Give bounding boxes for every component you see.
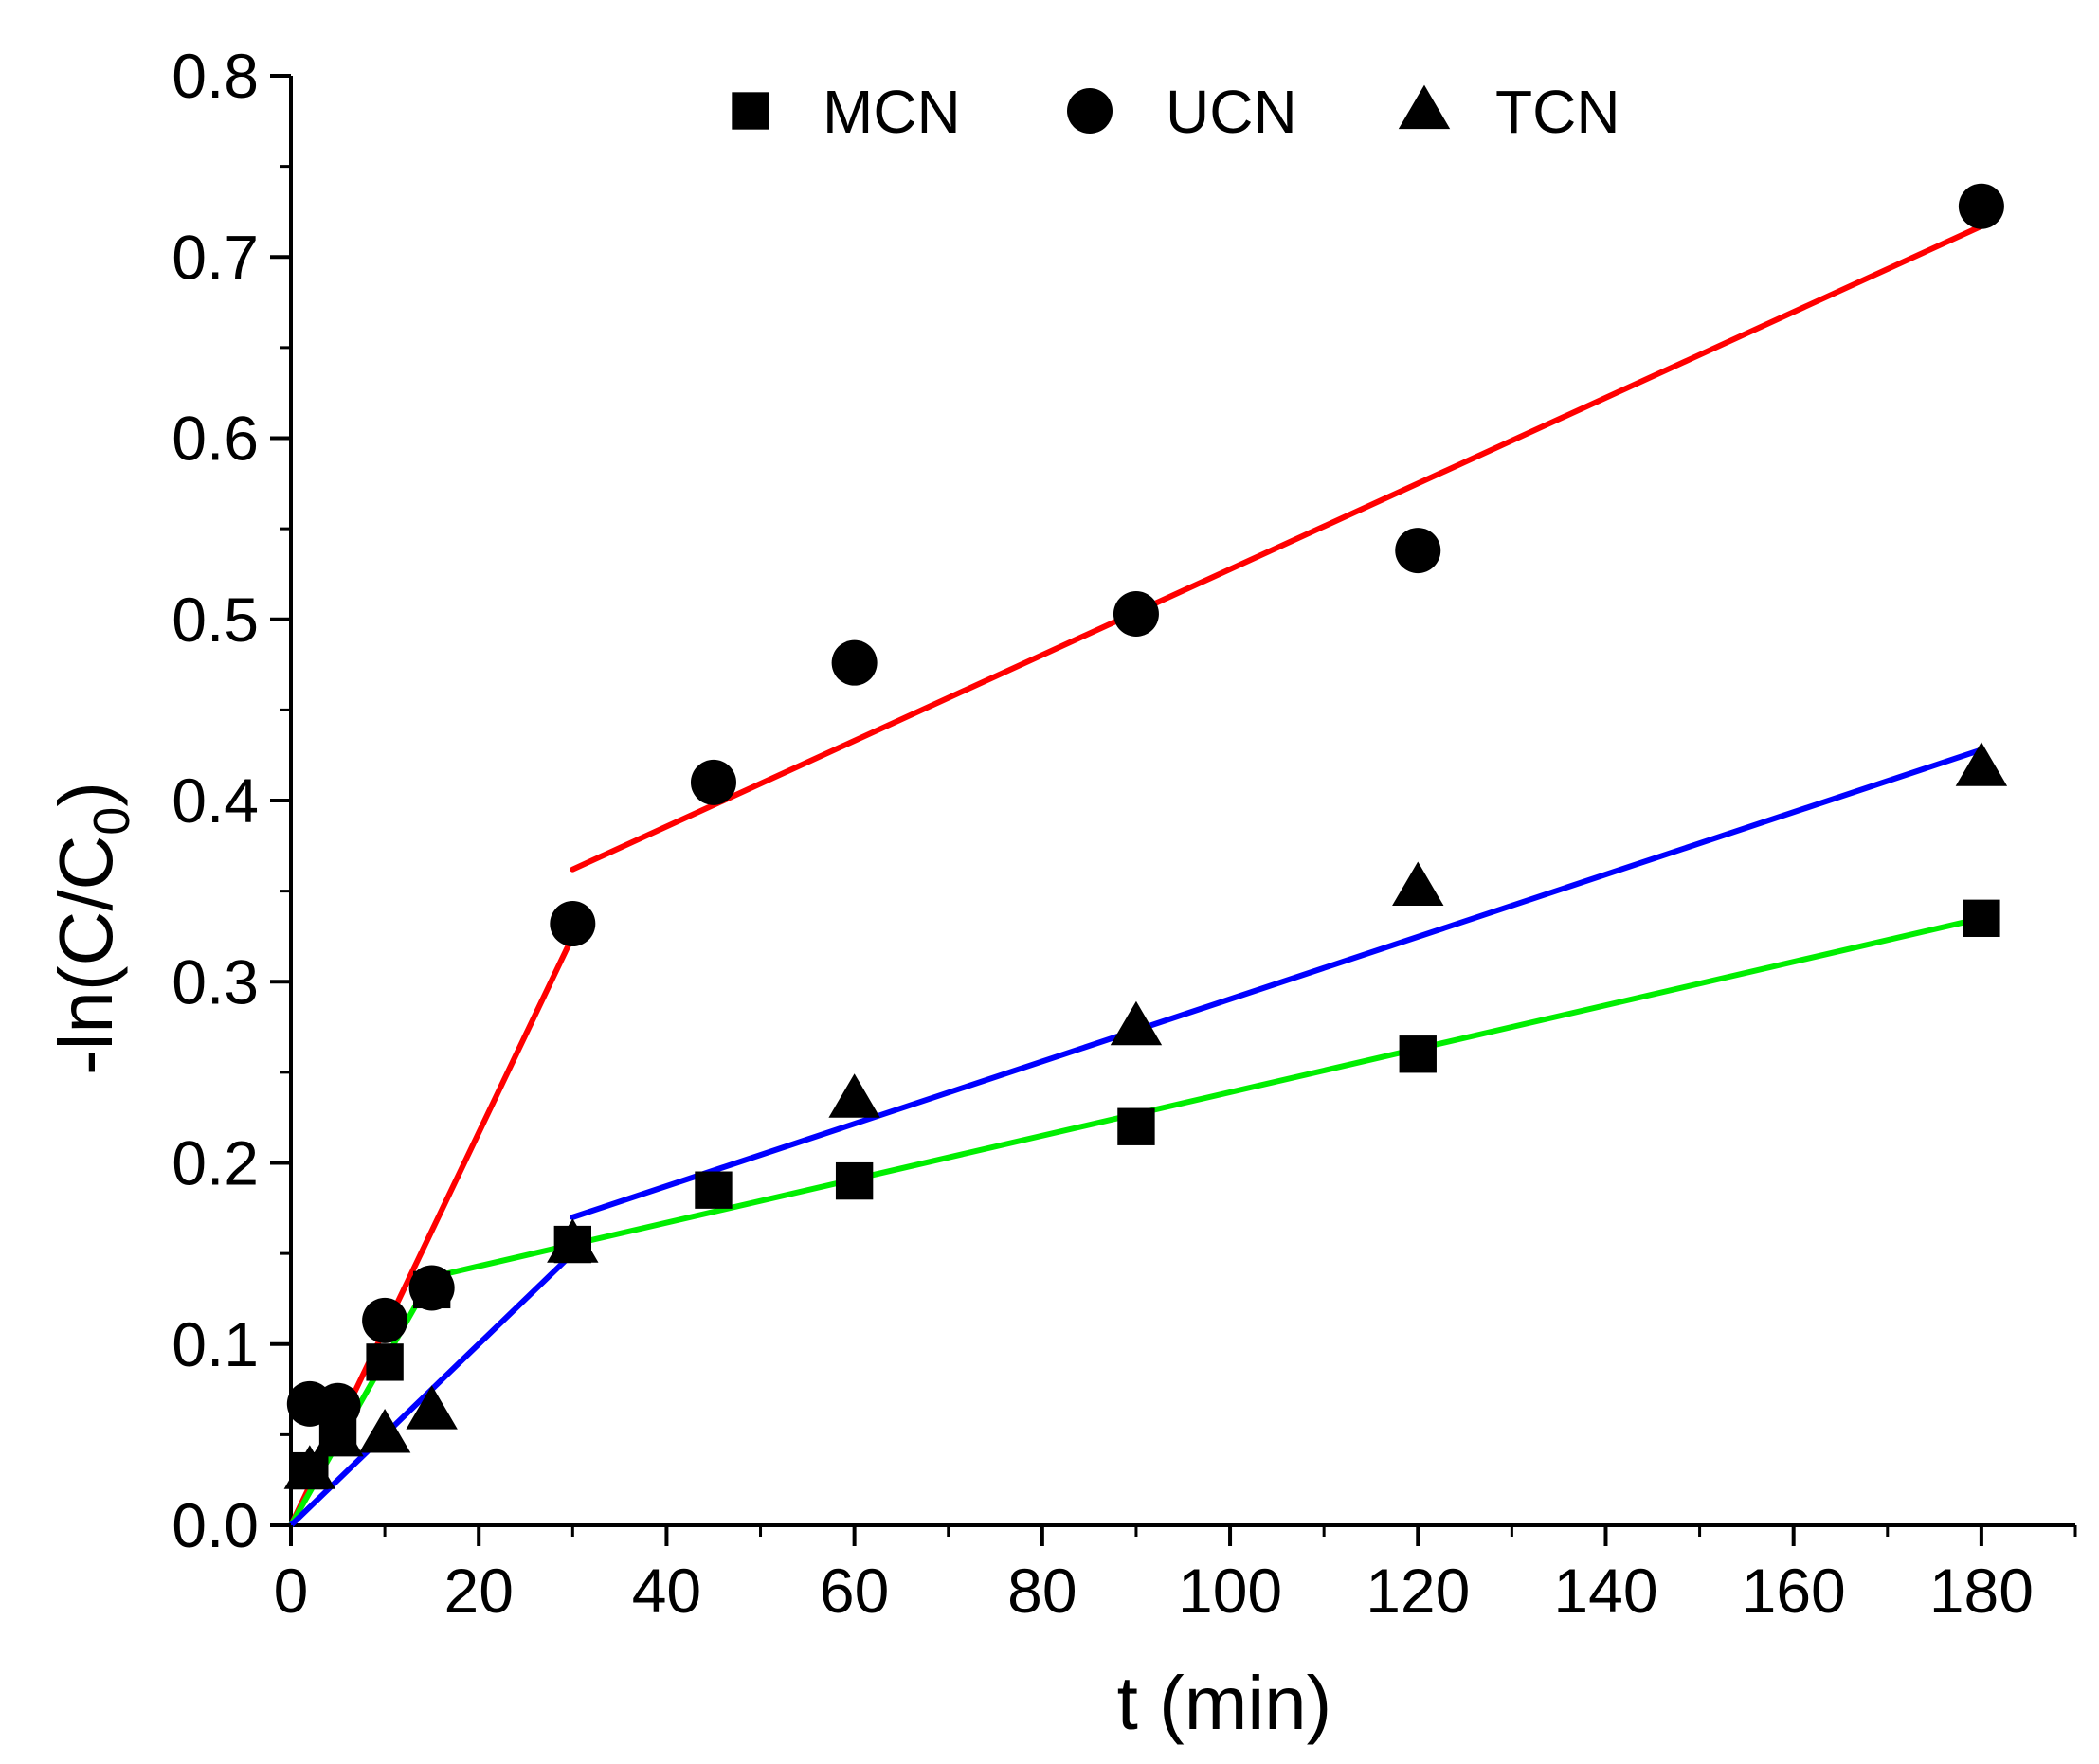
marker-tcn — [828, 1073, 880, 1118]
marker-mcn — [1399, 1035, 1437, 1073]
x-tick-label: 80 — [1007, 1556, 1077, 1626]
y-tick-label: 0.7 — [172, 222, 259, 292]
fit-line-mcn — [428, 915, 1984, 1280]
fit-line-tcn — [570, 747, 1984, 1220]
fit-lines — [288, 223, 1984, 1528]
x-axis-title: t (min) — [1117, 1661, 1332, 1745]
marker-ucn — [1113, 591, 1159, 638]
y-axis-title: -ln(C/C0) — [44, 782, 140, 1075]
marker-ucn — [550, 901, 596, 947]
y-tick-label: 0.6 — [172, 404, 259, 474]
legend-marker-ucn — [1067, 88, 1113, 134]
marker-tcn — [358, 1409, 411, 1453]
marker-tcn — [1955, 742, 2008, 786]
y-tick-label: 0.3 — [172, 946, 259, 1017]
legend-label-tcn: TCN — [1495, 78, 1620, 146]
legend-label-mcn: MCN — [823, 78, 961, 146]
legend: MCN UCN TCN — [732, 78, 1620, 146]
x-tick-label: 120 — [1366, 1556, 1470, 1626]
x-tick-label: 40 — [632, 1556, 701, 1626]
marker-mcn — [1963, 899, 2000, 937]
marker-mcn — [695, 1171, 733, 1209]
marker-tcn — [1392, 861, 1444, 906]
y-tick-label: 0.2 — [172, 1128, 259, 1198]
x-tick-label: 20 — [443, 1556, 513, 1626]
marker-ucn — [315, 1382, 361, 1429]
marker-ucn — [1395, 528, 1441, 574]
y-tick-label: 0.1 — [172, 1309, 259, 1379]
y-axis-ticks: 0.0 0.1 0.2 0.3 0.4 0.5 0.6 0.7 0.8 — [172, 41, 291, 1560]
y-tick-label: 0.8 — [172, 41, 259, 111]
x-axis-ticks: 0 20 40 60 80 100 120 140 160 180 — [274, 1525, 2077, 1626]
x-tick-label: 180 — [1929, 1556, 2034, 1626]
plot-frame — [289, 76, 2075, 1527]
marker-tcn — [1110, 1000, 1163, 1046]
marker-tcn — [283, 1445, 336, 1489]
fit-line-ucn — [570, 223, 1984, 873]
y-axis-title-subscript: 0 — [83, 807, 140, 836]
marker-ucn — [831, 639, 878, 686]
marker-ucn — [362, 1297, 408, 1343]
x-tick-label: 0 — [274, 1556, 309, 1626]
x-tick-label: 160 — [1742, 1556, 1846, 1626]
marker-ucn — [690, 759, 736, 805]
marker-ucn — [408, 1265, 455, 1311]
data-markers — [283, 183, 2008, 1490]
marker-tcn — [547, 1218, 599, 1263]
x-tick-label: 60 — [820, 1556, 889, 1626]
marker-tcn — [406, 1385, 458, 1430]
y-tick-label: 0.0 — [172, 1490, 259, 1560]
y-tick-label: 0.4 — [172, 765, 259, 836]
legend-marker-tcn — [1398, 84, 1451, 130]
x-tick-label: 100 — [1178, 1556, 1282, 1626]
legend-marker-mcn — [732, 92, 769, 130]
marker-mcn — [835, 1161, 874, 1200]
marker-tcn — [312, 1412, 364, 1457]
x-tick-label: 140 — [1553, 1556, 1657, 1626]
y-axis-title-main: -ln(C/C — [44, 836, 128, 1075]
y-axis-title-close: ) — [44, 782, 128, 807]
legend-label-ucn: UCN — [1166, 78, 1297, 146]
marker-ucn — [1958, 183, 2004, 229]
marker-mcn — [366, 1343, 404, 1381]
y-tick-label: 0.5 — [172, 585, 259, 655]
marker-mcn — [1117, 1107, 1155, 1145]
